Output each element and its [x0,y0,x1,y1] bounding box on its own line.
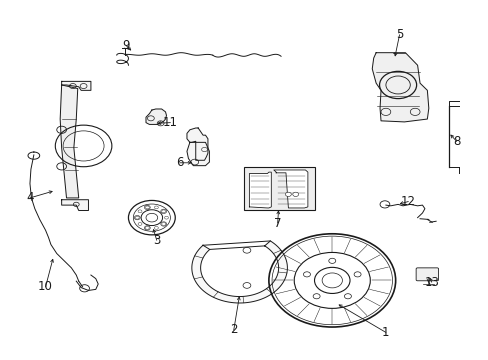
Circle shape [164,216,168,219]
Bar [244,167,315,211]
Circle shape [135,216,139,219]
Polygon shape [371,53,428,122]
Polygon shape [60,85,79,198]
Text: 5: 5 [395,28,403,41]
Polygon shape [186,128,207,160]
Text: 4: 4 [26,192,34,204]
Polygon shape [61,81,91,90]
Circle shape [138,210,142,213]
Circle shape [162,222,165,225]
Circle shape [138,222,142,225]
Polygon shape [61,200,88,211]
Text: 3: 3 [153,234,160,247]
Text: 7: 7 [273,216,281,230]
Text: 13: 13 [424,276,438,289]
Text: 1: 1 [382,326,389,339]
Circle shape [285,192,291,197]
Circle shape [292,192,298,197]
Text: 12: 12 [400,195,415,208]
Text: 6: 6 [176,156,183,169]
Circle shape [154,226,158,229]
Text: 10: 10 [38,280,53,293]
Text: 2: 2 [229,323,237,336]
Polygon shape [191,241,287,303]
Polygon shape [273,170,307,208]
Polygon shape [249,172,271,208]
Circle shape [145,226,149,229]
Text: 8: 8 [452,135,459,148]
Circle shape [145,206,149,209]
Text: 11: 11 [163,116,178,129]
Text: 9: 9 [122,39,130,52]
FancyBboxPatch shape [415,268,438,281]
Circle shape [154,206,158,209]
Circle shape [162,210,165,213]
Polygon shape [146,109,166,125]
Polygon shape [186,142,209,166]
